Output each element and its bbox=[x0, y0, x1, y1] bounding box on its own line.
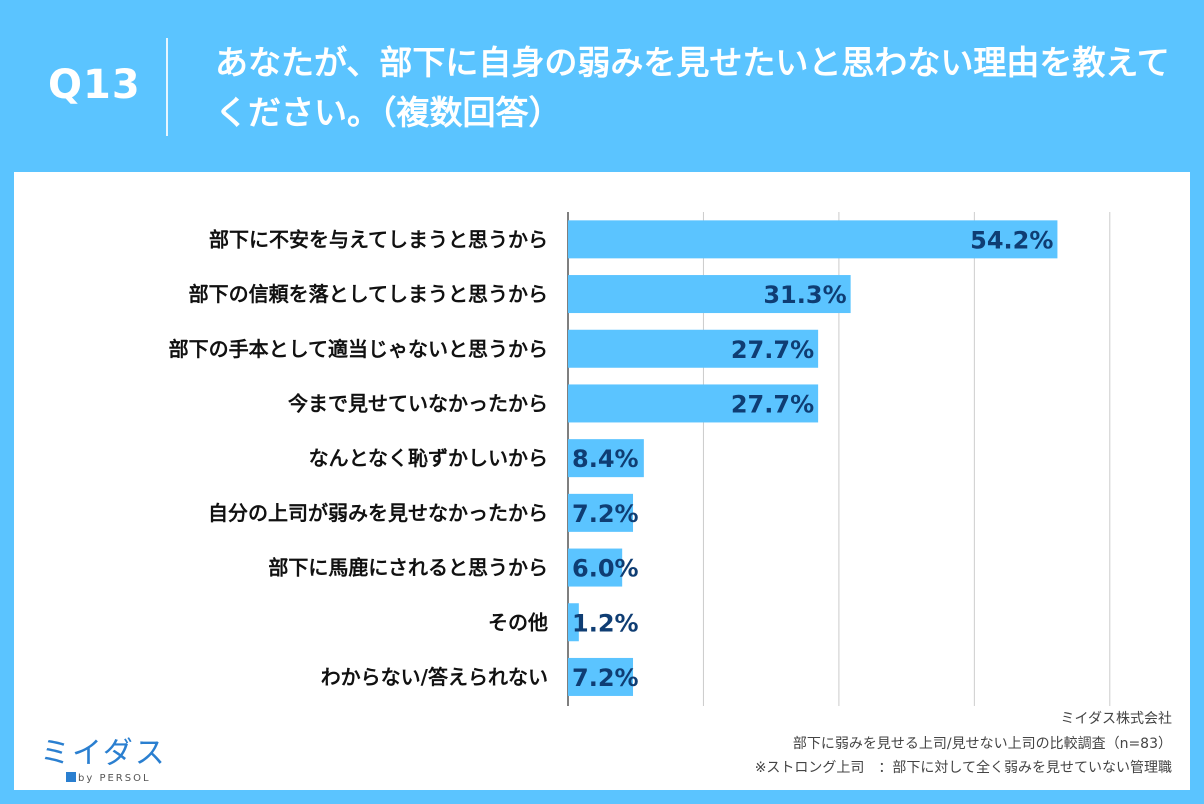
bar bbox=[568, 657, 634, 696]
bar bbox=[568, 548, 623, 587]
bar bbox=[568, 220, 1058, 259]
bar bbox=[568, 275, 851, 314]
miidas-logo: ミイダス by PERSOL bbox=[40, 728, 167, 784]
footer-company: ミイダス株式会社 bbox=[1060, 711, 1172, 727]
value-label: 7.2% bbox=[572, 500, 639, 528]
category-label: 部下の信頼を落としてしまうと思うから bbox=[189, 282, 548, 306]
value-label: 8.4% bbox=[572, 445, 639, 473]
logo-sub-text: by PERSOL bbox=[78, 773, 151, 784]
category-label: その他 bbox=[488, 610, 548, 634]
bar bbox=[568, 603, 579, 642]
value-label: 54.2% bbox=[970, 226, 1053, 254]
footer-survey: 部下に弱みを見せる上司/見せない上司の比較調査（n=83） bbox=[792, 736, 1172, 752]
category-labels: 部下に不安を与えてしまうと思うから部下の信頼を落としてしまうと思うから部下の手本… bbox=[169, 227, 548, 689]
question-text: あなたが、部下に自身の弱みを見せたいと思わない理由を教えてください。（複数回答） bbox=[215, 43, 1170, 132]
bar bbox=[568, 439, 644, 478]
value-label: 6.0% bbox=[572, 555, 639, 583]
logo-sub: by PERSOL bbox=[66, 772, 167, 784]
value-label: 27.7% bbox=[731, 390, 814, 418]
category-label: 部下に不安を与えてしまうと思うから bbox=[209, 227, 548, 251]
bar bbox=[568, 384, 819, 423]
persol-mark-icon bbox=[66, 772, 76, 782]
value-label: 31.3% bbox=[763, 281, 846, 309]
bars bbox=[568, 220, 1058, 696]
value-label: 1.2% bbox=[572, 609, 639, 637]
header-divider bbox=[166, 38, 168, 136]
category-label: 自分の上司が弱みを見せなかったから bbox=[208, 501, 548, 525]
category-label: 部下に馬鹿にされると思うから bbox=[268, 556, 548, 580]
value-label: 27.7% bbox=[731, 336, 814, 364]
footer-note: ※ストロング上司 ：部下に対して全く弱みを見せていない管理職 bbox=[754, 760, 1172, 776]
category-label: 今まで見せていなかったから bbox=[288, 391, 548, 415]
question-number: Q13 bbox=[48, 62, 141, 108]
category-label: 部下の手本として適当じゃないと思うから bbox=[169, 337, 548, 361]
value-label: 7.2% bbox=[572, 664, 639, 692]
value-labels: 54.2% 31.3% 27.7% 27.7% 8.4% 7.2% 6.0% 1.2% 7.2% bbox=[572, 226, 1053, 692]
logo-name: ミイダス bbox=[40, 736, 167, 771]
bar bbox=[568, 329, 819, 368]
category-label: なんとなく恥ずかしいから bbox=[309, 446, 548, 470]
bar bbox=[568, 493, 634, 532]
category-label: わからない/答えられない bbox=[321, 665, 548, 689]
